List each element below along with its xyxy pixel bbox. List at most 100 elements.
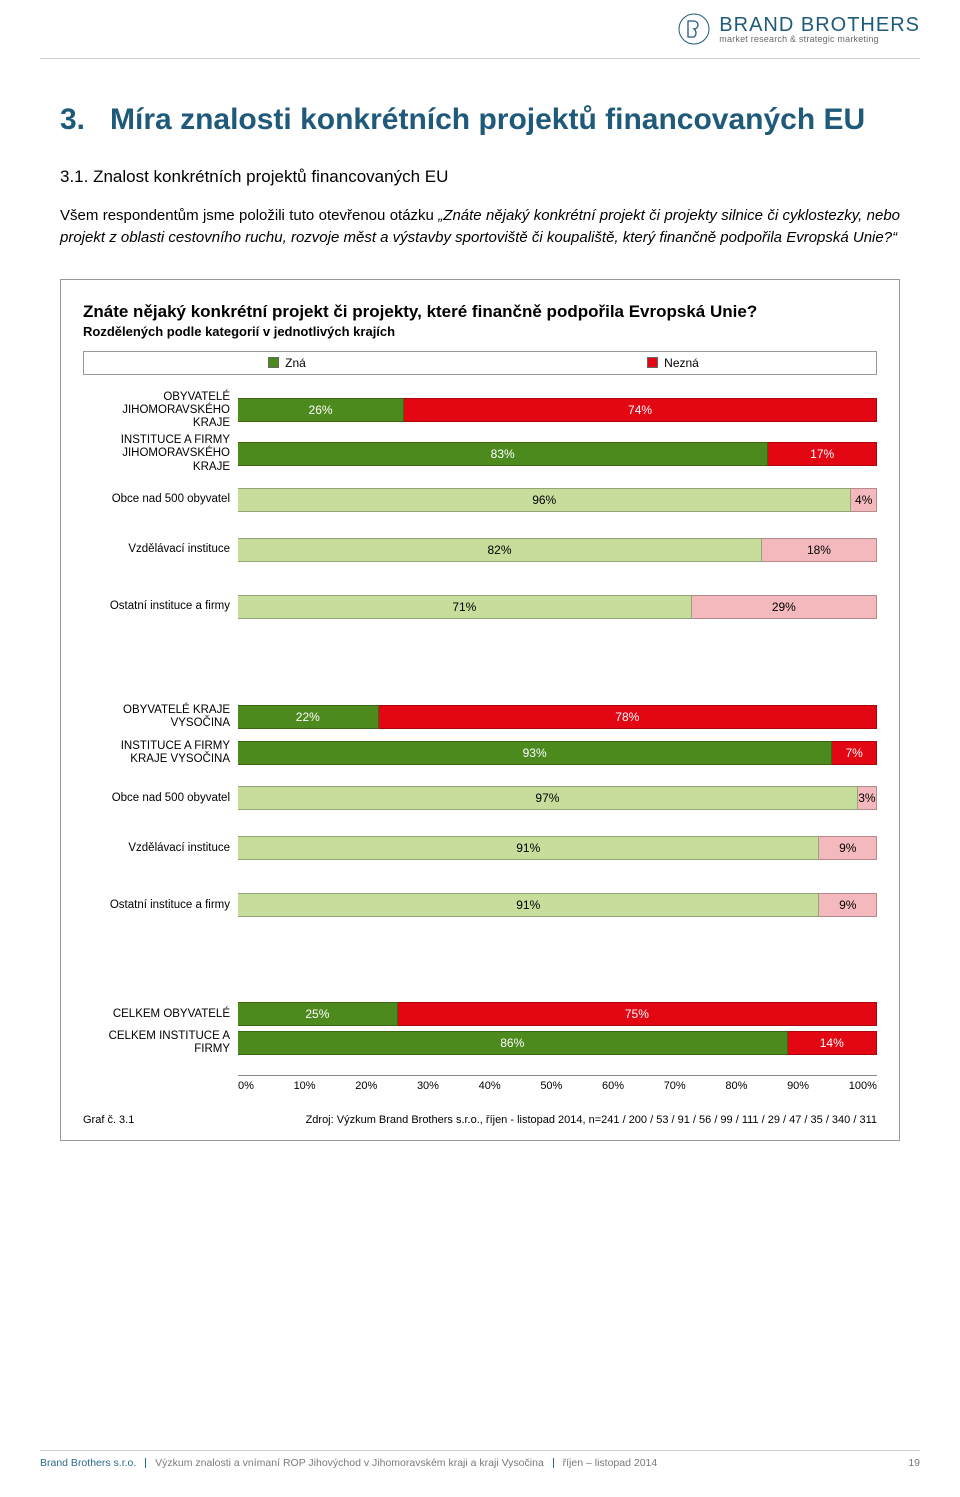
axis-tick: 30%	[417, 1080, 439, 1092]
page-number: 19	[908, 1457, 920, 1469]
bar: 26%74%	[238, 398, 877, 422]
bar-segment-zna: 26%	[238, 398, 404, 422]
footer-divider	[40, 1450, 920, 1451]
chart-source: Zdroj: Výzkum Brand Brothers s.r.o., říj…	[306, 1114, 877, 1126]
bar-segment-nezna: 18%	[762, 538, 877, 562]
legend-label-zna: Zná	[285, 356, 306, 370]
legend-swatch-nezna	[647, 357, 658, 368]
row-label: CELKEM INSTITUCE A FIRMY	[83, 1030, 238, 1056]
chart-row: CELKEM OBYVATELÉ25%75%	[83, 1002, 877, 1026]
logo-icon	[677, 12, 711, 46]
bar-segment-zna: 25%	[238, 1002, 398, 1026]
logo-title: BRAND BROTHERS	[719, 15, 920, 35]
chart-row: Vzdělávací instituce91%9%	[83, 836, 877, 860]
axis-tick: 100%	[849, 1080, 877, 1092]
bar-segment-nezna: 7%	[832, 741, 877, 765]
chart-row: Obce nad 500 obyvatel96%4%	[83, 488, 877, 512]
header-divider	[40, 58, 920, 59]
row-label: Vzdělávací instituce	[83, 543, 238, 556]
bar: 83%17%	[238, 442, 877, 466]
subsection-heading: 3.1. Znalost konkrétních projektů financ…	[60, 167, 900, 187]
chart-row: Ostatní instituce a firmy91%9%	[83, 886, 877, 924]
chart-row: Obce nad 500 obyvatel97%3%	[83, 786, 877, 810]
bar-segment-nezna: 74%	[404, 398, 877, 422]
bar-segment-nezna: 4%	[851, 488, 877, 512]
row-label: Ostatní instituce a firmy	[83, 600, 238, 613]
axis-tick: 20%	[355, 1080, 377, 1092]
axis-tick: 60%	[602, 1080, 624, 1092]
bar: 82%18%	[238, 538, 877, 562]
bar-segment-nezna: 17%	[768, 442, 877, 466]
page-footer: Brand Brothers s.r.o. Výzkum znalosti a …	[40, 1450, 920, 1469]
bar: 71%29%	[238, 595, 877, 619]
bar-segment-zna: 86%	[238, 1031, 788, 1055]
chart-row: INSTITUCE A FIRMY JIHOMORAVSKÉHO KRAJE83…	[83, 434, 877, 474]
bar: 93%7%	[238, 741, 877, 765]
bar-segment-zna: 91%	[238, 893, 819, 917]
axis-tick: 10%	[294, 1080, 316, 1092]
row-label: Ostatní instituce a firmy	[83, 899, 238, 912]
chart-row: Ostatní instituce a firmy71%29%	[83, 588, 877, 626]
intro-paragraph: Všem respondentům jsme položili tuto ote…	[60, 205, 900, 249]
row-label: INSTITUCE A FIRMY KRAJE VYSOČINA	[83, 740, 238, 766]
footer-period: říjen – listopad 2014	[563, 1457, 658, 1469]
bar: 91%9%	[238, 836, 877, 860]
row-label: Obce nad 500 obyvatel	[83, 792, 238, 805]
bar-segment-zna: 83%	[238, 442, 768, 466]
chart-container: Znáte nějaký konkrétní projekt či projek…	[60, 279, 900, 1141]
footer-study: Výzkum znalosti a vnímaní ROP Jihovýchod…	[155, 1457, 544, 1469]
chart-row: OBYVATELÉ KRAJE VYSOČINA22%78%	[83, 704, 877, 730]
chart-row: CELKEM INSTITUCE A FIRMY86%14%	[83, 1030, 877, 1056]
axis-tick: 90%	[787, 1080, 809, 1092]
section-heading: 3. Míra znalosti konkrétních projektů fi…	[60, 100, 900, 139]
heading-text: Míra znalosti konkrétních projektů finan…	[110, 103, 865, 136]
axis-tick: 80%	[725, 1080, 747, 1092]
bar: 96%4%	[238, 488, 877, 512]
row-label: OBYVATELÉ KRAJE VYSOČINA	[83, 704, 238, 730]
para-lead: Všem respondentům jsme položili tuto ote…	[60, 207, 438, 224]
bar-segment-zna: 97%	[238, 786, 858, 810]
bar-segment-nezna: 29%	[692, 595, 877, 619]
chart-title: Znáte nějaký konkrétní projekt či projek…	[83, 302, 877, 322]
legend-swatch-zna	[268, 357, 279, 368]
heading-number: 3.	[60, 103, 85, 136]
axis-tick: 0%	[238, 1080, 254, 1092]
bar-segment-zna: 96%	[238, 488, 851, 512]
bar: 97%3%	[238, 786, 877, 810]
axis-tick: 50%	[540, 1080, 562, 1092]
bar: 91%9%	[238, 893, 877, 917]
bars-area: OBYVATELÉ JIHOMORAVSKÉHO KRAJE26%74%INST…	[83, 391, 877, 1071]
x-axis: 0% 10% 20% 30% 40% 50% 60% 70% 80% 90% 100%	[83, 1075, 877, 1092]
bar-segment-nezna: 75%	[398, 1002, 877, 1026]
legend-label-nezna: Nezná	[664, 356, 699, 370]
row-label: OBYVATELÉ JIHOMORAVSKÉHO KRAJE	[83, 391, 238, 431]
axis-tick: 70%	[664, 1080, 686, 1092]
logo-subtitle: market research & strategic marketing	[719, 35, 920, 44]
footer-brand: Brand Brothers s.r.o.	[40, 1457, 136, 1469]
row-label: Obce nad 500 obyvatel	[83, 493, 238, 506]
chart-legend: Zná Nezná	[83, 351, 877, 375]
bar-segment-nezna: 9%	[819, 836, 877, 860]
axis-tick: 40%	[479, 1080, 501, 1092]
row-label: Vzdělávací instituce	[83, 842, 238, 855]
brand-header: BRAND BROTHERS market research & strateg…	[677, 12, 920, 46]
chart-subtitle: Rozdělených podle kategorií v jednotlivý…	[83, 324, 877, 339]
chart-row: INSTITUCE A FIRMY KRAJE VYSOČINA93%7%	[83, 734, 877, 772]
bar-segment-zna: 93%	[238, 741, 832, 765]
bar-segment-nezna: 14%	[788, 1031, 877, 1055]
bar: 22%78%	[238, 705, 877, 729]
bar: 25%75%	[238, 1002, 877, 1026]
bar-segment-nezna: 9%	[819, 893, 877, 917]
bar-segment-zna: 71%	[238, 595, 692, 619]
bar: 86%14%	[238, 1031, 877, 1055]
chart-row: OBYVATELÉ JIHOMORAVSKÉHO KRAJE26%74%	[83, 391, 877, 431]
graf-label: Graf č. 3.1	[83, 1114, 134, 1126]
bar-segment-zna: 91%	[238, 836, 819, 860]
chart-footer: Graf č. 3.1 Zdroj: Výzkum Brand Brothers…	[83, 1114, 877, 1126]
bar-segment-nezna: 3%	[858, 786, 877, 810]
bar-segment-zna: 82%	[238, 538, 762, 562]
row-label: CELKEM OBYVATELÉ	[83, 1008, 238, 1021]
bar-segment-zna: 22%	[238, 705, 379, 729]
footer-text: Brand Brothers s.r.o. Výzkum znalosti a …	[40, 1457, 657, 1469]
chart-row: Vzdělávací instituce82%18%	[83, 538, 877, 562]
